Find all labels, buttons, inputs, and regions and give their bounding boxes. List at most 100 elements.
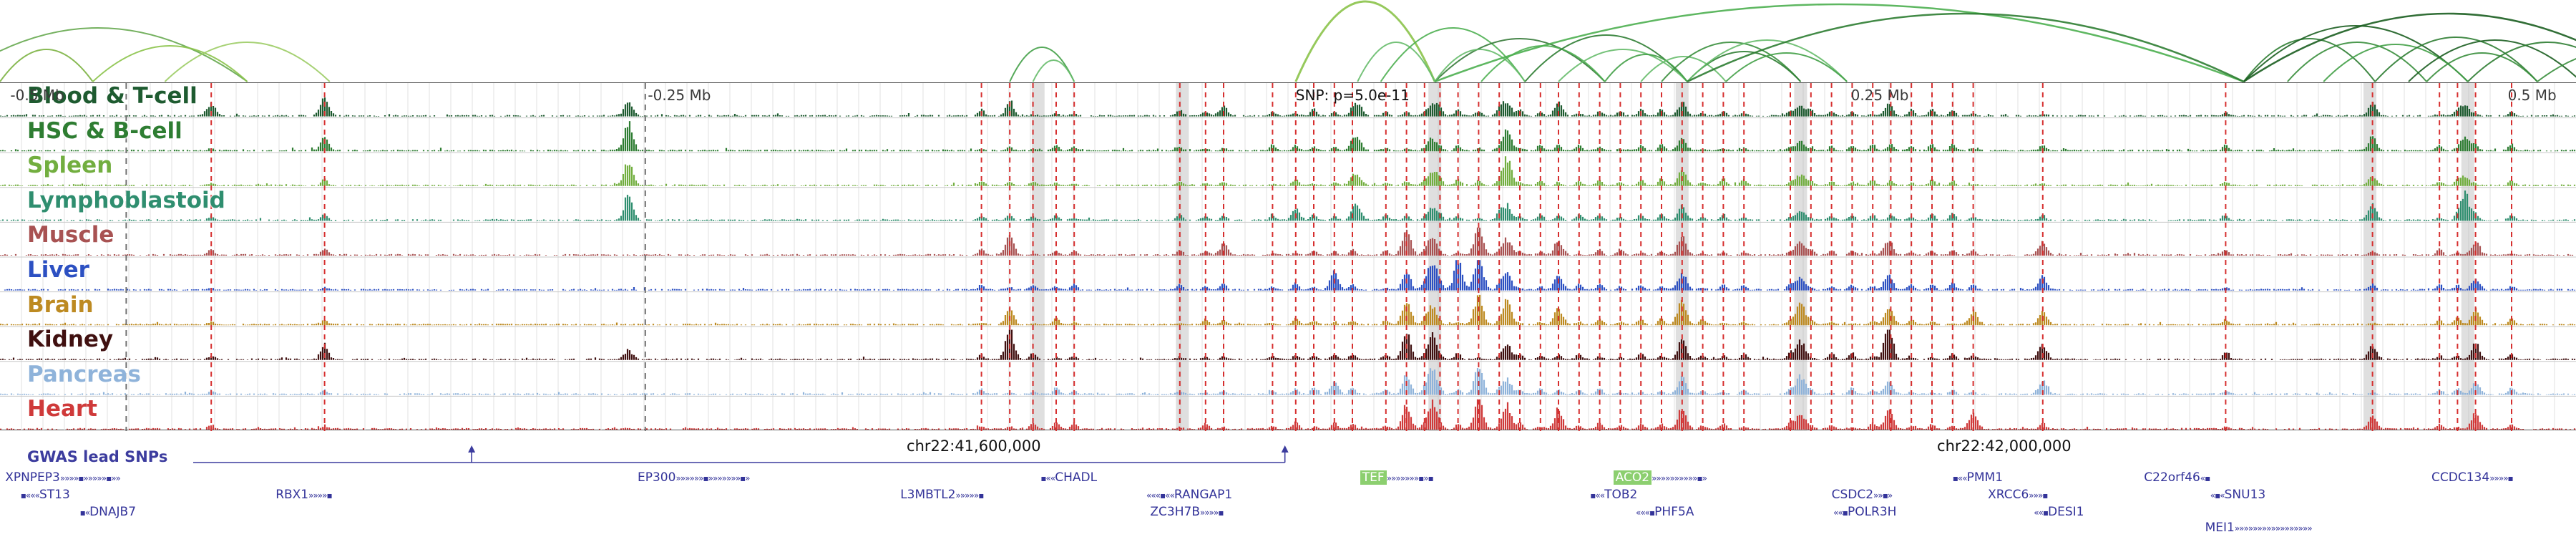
gene-name-label: TOB2 xyxy=(1604,488,1638,502)
gene-name-label: DESI1 xyxy=(2048,505,2084,519)
gene-ccdc134[interactable]: CCDC134»»»»▪ xyxy=(2431,470,2514,485)
gene-rbx1[interactable]: RBX1»»»»▪ xyxy=(275,488,332,502)
gene-rangap1[interactable]: «««▪««RANGAP1 xyxy=(1146,488,1232,502)
track-label-brain[interactable]: Brain xyxy=(27,291,94,318)
chr-position-label-right: chr22:42,000,000 xyxy=(1937,437,2072,455)
gene-xpnpep3[interactable]: XPNPEP3»»»»▪»»»»»▪»» xyxy=(5,471,121,485)
gene-mei1[interactable]: MEI1»»»»»»»»»»»»»»»»» xyxy=(2205,521,2313,535)
coordinate-label: 0.25 Mb xyxy=(1850,87,1909,104)
track-label-muscle[interactable]: Muscle xyxy=(27,222,114,248)
interaction-arc xyxy=(2408,39,2576,82)
gene-intron-arrows: »»»»▪ xyxy=(1199,508,1224,518)
gene-dnajb7[interactable]: ▪«DNAJB7 xyxy=(80,505,136,519)
interaction-arc xyxy=(1380,27,1526,82)
interaction-arc xyxy=(1009,47,1075,82)
gene-name-label: ZC3H7B xyxy=(1150,505,1200,519)
gene-phf5a[interactable]: «««▪PHF5A xyxy=(1636,505,1694,519)
gene-intron-arrows: »»»»▪ xyxy=(308,490,332,500)
interaction-arc xyxy=(1357,42,1436,82)
gene-intron-arrows: »»»»»▪ xyxy=(955,490,984,500)
gene-intron-arrows: »»▪» xyxy=(1873,490,1893,500)
gene-intron-arrows: »»»»»»▪»»»»»»»▪» xyxy=(675,473,750,483)
gene-name-label: POLR3H xyxy=(1847,505,1897,519)
track-label-kidney[interactable]: Kidney xyxy=(27,326,114,353)
gene-intron-arrows: ««▪ xyxy=(1833,508,1848,518)
interaction-arc xyxy=(164,42,331,82)
gene-intron-arrows: »»»»»»»»»»»»»»»»» xyxy=(2234,523,2313,533)
gene-name-label: CHADL xyxy=(1055,470,1098,485)
gene-tob2[interactable]: ▪««TOB2 xyxy=(1590,488,1637,502)
chromatin-interaction-arcs xyxy=(0,0,2576,82)
interaction-arc xyxy=(1687,39,1848,82)
interaction-arc xyxy=(1032,59,1075,82)
interaction-arc xyxy=(1661,42,1802,82)
coordinate-label: -0.5 Mb xyxy=(10,87,64,104)
gene-xrcc6[interactable]: XRCC6»»»▪ xyxy=(1988,488,2048,502)
track-label-liver[interactable]: Liver xyxy=(27,257,89,283)
gene-intron-arrows: ▪«« xyxy=(1040,473,1055,483)
track-label-pancreas[interactable]: Pancreas xyxy=(27,361,141,387)
chr-position-label-left: chr22:41,600,000 xyxy=(907,437,1041,455)
interaction-arc xyxy=(2537,57,2576,82)
gene-name-label: CCDC134 xyxy=(2431,470,2490,485)
gene-tef[interactable]: TEF »»»»»»»▪»▪ xyxy=(1360,470,1434,485)
gene-zc3h7b[interactable]: ZC3H7B»»»»▪ xyxy=(1150,505,1224,519)
track-label-lymphoblastoid[interactable]: Lymphoblastoid xyxy=(27,187,225,213)
signal-track-liver xyxy=(4,260,2576,291)
track-label-spleen[interactable]: Spleen xyxy=(27,153,113,179)
gene-name-label: ST13 xyxy=(39,488,70,502)
interaction-arc xyxy=(2323,44,2469,82)
gene-aco2[interactable]: ACO2 »»»»»»»»»»▪» xyxy=(1613,470,1707,485)
track-label-heart[interactable]: Heart xyxy=(27,396,97,422)
track-label-blood-t-cell[interactable]: Blood & T-cell xyxy=(27,83,197,109)
signal-track-brain xyxy=(0,294,2576,326)
gene-l3mbtl2[interactable]: L3MBTL2»»»»»▪ xyxy=(900,488,984,502)
gene-intron-arrows: »»»»▪ xyxy=(2489,473,2513,483)
interaction-arc xyxy=(1687,12,2245,82)
gene-name-label: EP300 xyxy=(638,470,676,485)
gene-polr3h[interactable]: ««▪POLR3H xyxy=(1833,505,1896,519)
gene-name-label: MEI1 xyxy=(2205,521,2235,535)
gene-chadl[interactable]: ▪««CHADL xyxy=(1040,471,1097,485)
gwas-lead-snps-label: GWAS lead SNPs xyxy=(27,448,168,465)
gene-name-label: CSDC2 xyxy=(1831,488,1874,502)
gene-name-label: C22orf46 xyxy=(2144,470,2200,485)
track-panel[interactable]: Blood & T-cell HSC & B-cell Spleen Lymphobl… xyxy=(0,82,2576,431)
gene-intron-arrows: «▪« xyxy=(2210,490,2225,500)
interaction-arc xyxy=(2287,42,2427,82)
gene-csdc2[interactable]: CSDC2»»▪» xyxy=(1832,488,1893,502)
gene-track: XPNPEP3»»»»▪»»»»»▪»» ▪«««ST13 ▪«DNAJB7 RBX1… xyxy=(0,430,2576,537)
snp-annotation: SNP: p=5.0e-11 xyxy=(1295,87,1410,104)
gene-ep300[interactable]: EP300»»»»»»▪»»»»»»»▪» xyxy=(638,470,751,485)
gene-snu13[interactable]: «▪«SNU13 xyxy=(2210,488,2265,502)
signal-track-kidney xyxy=(0,329,2576,360)
gene-name-label: L3MBTL2 xyxy=(900,488,956,502)
gene-intron-arrows: ▪«« xyxy=(1590,490,1605,500)
track-label-hsc-b-cell[interactable]: HSC & B-cell xyxy=(27,117,182,144)
gene-name-label: PMM1 xyxy=(1966,470,2004,485)
gene-st13[interactable]: ▪«««ST13 xyxy=(21,488,70,502)
annotation-footer: GWAS lead SNPs XPNPEP3»»»»▪»»»»»▪»» ▪«««S… xyxy=(0,430,2576,537)
gene-c22orf46[interactable]: C22orf46«▪ xyxy=(2144,471,2210,485)
interaction-arc xyxy=(1604,54,1688,82)
gene-name-label: SNU13 xyxy=(2224,488,2266,502)
gene-intron-arrows: ▪««« xyxy=(20,490,40,500)
gene-name-label: DNAJB7 xyxy=(89,505,137,519)
gene-desi1[interactable]: ««▪DESI1 xyxy=(2034,505,2084,519)
interaction-arc xyxy=(1640,56,1727,82)
gene-pmm1[interactable]: ▪««PMM1 xyxy=(1953,471,2003,485)
interaction-arc xyxy=(2243,25,2469,82)
signal-track-heart xyxy=(0,399,2576,430)
interaction-arc xyxy=(2426,52,2538,82)
coordinate-label: -0.25 Mb xyxy=(648,87,711,104)
gwas-snp-arrowhead-icon xyxy=(468,445,476,453)
interaction-arc xyxy=(1434,3,2245,82)
gene-intron-arrows: ««▪ xyxy=(2034,508,2049,518)
interaction-arc xyxy=(0,49,94,82)
signal-layer xyxy=(0,97,2576,430)
interaction-arc xyxy=(1725,52,1848,82)
interaction-arc xyxy=(2243,38,2376,82)
gene-intron-arrows: ▪«« xyxy=(1952,473,1968,483)
gene-intron-arrows: »»»»»»»▪»▪ xyxy=(1386,473,1434,483)
